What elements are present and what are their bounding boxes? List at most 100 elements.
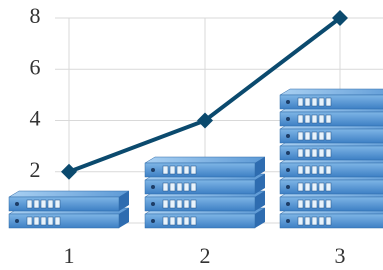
server-bay <box>170 200 175 208</box>
server-bay <box>184 166 189 174</box>
server-bay <box>312 115 317 123</box>
server-stack <box>280 89 383 228</box>
server-led <box>151 219 155 223</box>
server-bay <box>48 200 53 208</box>
server-front <box>280 146 383 160</box>
server-bay <box>163 217 168 225</box>
server-bay <box>184 217 189 225</box>
server-bay <box>326 98 331 106</box>
server-bay <box>298 183 303 191</box>
server-bay <box>177 217 182 225</box>
server-led <box>286 134 290 138</box>
server-stack <box>9 191 129 228</box>
server-bay <box>312 183 317 191</box>
server-bay <box>27 200 32 208</box>
server-bay <box>305 115 310 123</box>
server-front <box>9 197 119 211</box>
x-tick-label: 1 <box>64 243 75 268</box>
server-bay <box>55 217 60 225</box>
server-bay <box>298 115 303 123</box>
server-bay <box>177 200 182 208</box>
server-bay <box>305 183 310 191</box>
server-front <box>280 163 383 177</box>
server-bay <box>48 217 53 225</box>
server-bay <box>305 132 310 140</box>
chart: 02468123 <box>0 0 383 270</box>
server-bay <box>163 183 168 191</box>
server-bay <box>184 200 189 208</box>
server-bay <box>326 217 331 225</box>
server-bay <box>326 183 331 191</box>
server-bay <box>326 200 331 208</box>
server-front <box>145 180 255 194</box>
server-bay <box>319 217 324 225</box>
server-bay <box>305 166 310 174</box>
server-top <box>145 157 265 163</box>
server-front <box>280 129 383 143</box>
server-led <box>286 185 290 189</box>
server-stack <box>145 157 265 228</box>
server-bay <box>312 149 317 157</box>
server-bay <box>170 183 175 191</box>
server-bay <box>163 200 168 208</box>
server-bay <box>41 200 46 208</box>
y-tick-label: 6 <box>30 54 41 79</box>
server-led <box>151 202 155 206</box>
server-front <box>145 163 255 177</box>
server-bay <box>305 98 310 106</box>
marker <box>61 164 77 180</box>
server-bay <box>312 200 317 208</box>
server-front <box>280 95 383 109</box>
x-tick-label: 3 <box>335 243 346 268</box>
server-led <box>151 185 155 189</box>
server-bay <box>41 217 46 225</box>
server-bay <box>27 217 32 225</box>
server-bay <box>191 200 196 208</box>
server-bay <box>191 166 196 174</box>
server-bay <box>177 183 182 191</box>
server-bay <box>191 183 196 191</box>
server-led <box>286 151 290 155</box>
server-led <box>15 219 19 223</box>
server-front <box>145 197 255 211</box>
server-bay <box>326 166 331 174</box>
server-led <box>286 202 290 206</box>
server-top <box>280 89 383 95</box>
server-bay <box>177 166 182 174</box>
server-bay <box>305 149 310 157</box>
server-bay <box>34 200 39 208</box>
server-bay <box>312 132 317 140</box>
server-front <box>280 214 383 228</box>
server-bay <box>170 166 175 174</box>
server-led <box>286 100 290 104</box>
y-tick-label: 2 <box>30 157 41 182</box>
server-led <box>15 202 19 206</box>
server-bay <box>163 166 168 174</box>
server-front <box>280 197 383 211</box>
server-bay <box>305 217 310 225</box>
server-bay <box>298 217 303 225</box>
server-front <box>145 214 255 228</box>
server-bay <box>298 149 303 157</box>
server-bay <box>319 200 324 208</box>
server-bay <box>312 166 317 174</box>
server-bay <box>326 132 331 140</box>
server-bay <box>319 166 324 174</box>
server-front <box>280 112 383 126</box>
server-bay <box>319 98 324 106</box>
server-bay <box>319 149 324 157</box>
server-bay <box>298 98 303 106</box>
server-bay <box>305 200 310 208</box>
server-front <box>280 180 383 194</box>
server-bay <box>319 183 324 191</box>
server-bay <box>319 132 324 140</box>
server-bay <box>312 217 317 225</box>
server-bay <box>312 98 317 106</box>
server-front <box>9 214 119 228</box>
server-bay <box>298 200 303 208</box>
server-led <box>286 117 290 121</box>
server-bay <box>326 149 331 157</box>
server-bay <box>184 183 189 191</box>
server-led <box>286 219 290 223</box>
server-bay <box>298 166 303 174</box>
